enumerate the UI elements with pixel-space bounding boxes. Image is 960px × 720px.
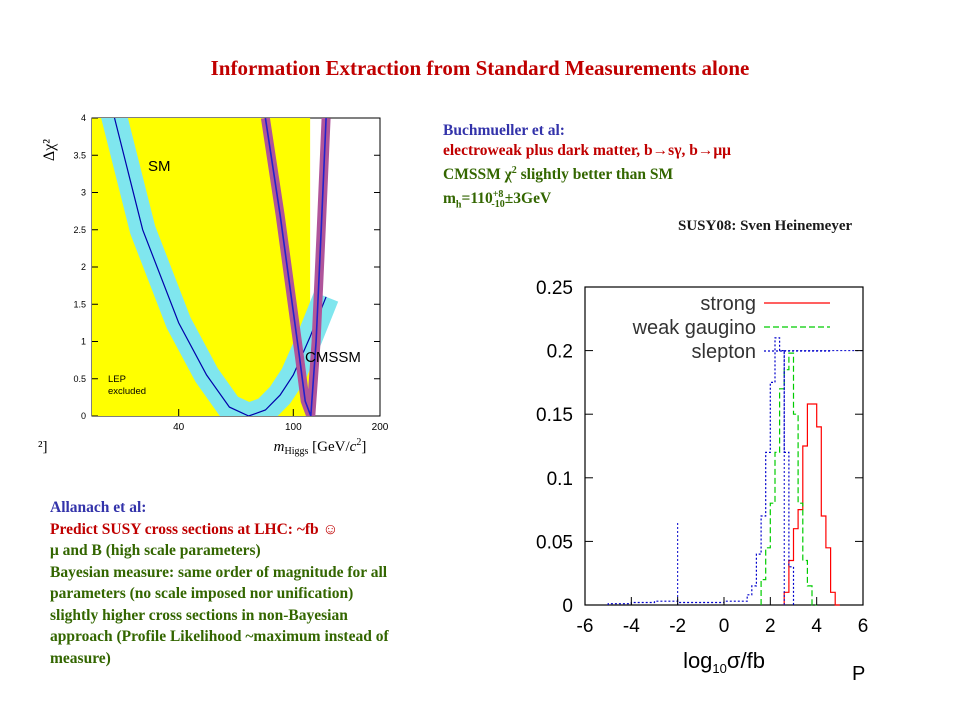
legend-label-slepton: slepton [692, 341, 757, 363]
xsec-ytick-label: 0.1 [547, 469, 573, 490]
xsec-ytick-label: 0.2 [547, 342, 573, 363]
chi2-ytick-label: 1.5 [73, 299, 86, 309]
buchmueller-heading: Buchmueller et al: [443, 122, 565, 139]
xsec-xtick-label: -6 [577, 616, 594, 637]
chi2-xtick-label: 100 [285, 422, 302, 433]
histogram-slepton [607, 337, 795, 605]
chi2-edge-fragment: ²] [38, 439, 48, 455]
xsec-ytick-label: 0.25 [536, 278, 573, 299]
chi2-ytick-label: 0 [81, 411, 86, 421]
xsec-xtick-label: -4 [623, 616, 640, 637]
allanach-heading: Allanach et al: [50, 499, 147, 516]
xsec-ytick-label: 0 [562, 596, 573, 617]
allanach-line7: measure) [50, 649, 111, 667]
slide-title: Information Extraction from Standard Mea… [210, 56, 750, 80]
histogram-weak-gaugino [760, 352, 817, 606]
xsec-xlabel: log10σ/fb [683, 648, 765, 676]
chi2-excluded-label: excluded [108, 386, 146, 397]
xsec-xtick-label: 4 [811, 616, 822, 637]
allanach-notes: Allanach et al: Predict SUSY cross secti… [50, 497, 389, 669]
cross-section-chart: 0 0.05 0.1 0.15 0.2 0.25 -6 -4 -2 0 2 4 6 strongweak… [536, 278, 869, 682]
xsec-xtick-label: 6 [858, 616, 869, 637]
allanach-line6: approach (Profile Likelihood ~maximum in… [50, 628, 389, 645]
chi2-ylabel: Δχ² [41, 139, 58, 161]
buchmueller-line1: electroweak plus dark matter, b→sγ, b→μμ [443, 142, 731, 159]
buchmueller-notes: Buchmueller et al: electroweak plus dark… [443, 121, 731, 215]
xsec-corner-label: P [852, 663, 865, 682]
allanach-line5: slightly higher cross sections in non-Ba… [50, 606, 348, 624]
chi2-ytick-label: 2 [81, 262, 86, 272]
chi2-cmssm-label: CMSSM [305, 349, 361, 366]
allanach-line1: Predict SUSY cross sections at LHC: ~fb … [50, 520, 339, 538]
xsec-xtick-label: 0 [719, 616, 730, 637]
credit-line: SUSY08: Sven Heinemeyer [678, 218, 853, 234]
chi2-ytick-label: 3.5 [73, 150, 86, 160]
chi2-ytick-label: 1 [81, 337, 86, 347]
xsec-xtick-label: 2 [765, 616, 776, 637]
allanach-line2: μ and B (high scale parameters) [50, 542, 261, 559]
legend-label-strong: strong [700, 293, 756, 315]
allanach-line3: Bayesian measure: same order of magnitud… [50, 563, 388, 581]
chi2-lep-label: LEP [108, 374, 126, 385]
chi2-xtick-label: 40 [173, 422, 185, 433]
xsec-ytick-label: 0.05 [536, 532, 573, 553]
allanach-line4: parameters (no scale imposed nor unifica… [50, 585, 354, 602]
xsec-ytick-label: 0.15 [536, 405, 573, 426]
chi2-xlabel: mHiggs [GeV/c2] [274, 437, 367, 457]
chi2-ytick-label: 4 [81, 113, 86, 123]
chi2-ytick-label: 0.5 [73, 374, 86, 384]
cmssm-curve [264, 118, 327, 416]
xsec-xtick-label: -2 [669, 616, 686, 637]
chi2-ytick-label: 2.5 [73, 225, 86, 235]
histogram-strong [783, 403, 840, 606]
chi2-ytick-label: 3 [81, 188, 86, 198]
legend-label-weak-gaugino: weak gaugino [632, 317, 756, 339]
buchmueller-line2: CMSSM χ2 slightly better than SM [443, 165, 674, 184]
buchmueller-line3: mh=110+8-10±3GeV [443, 189, 552, 211]
chi2-xtick-label: 200 [372, 422, 389, 433]
chi2-sm-label: SM [148, 158, 171, 175]
chi2-chart: 0 0.5 1 1.5 2 2.5 3 3.5 4 40 100 200 Δχ² SM CMSSM L… [38, 113, 389, 457]
